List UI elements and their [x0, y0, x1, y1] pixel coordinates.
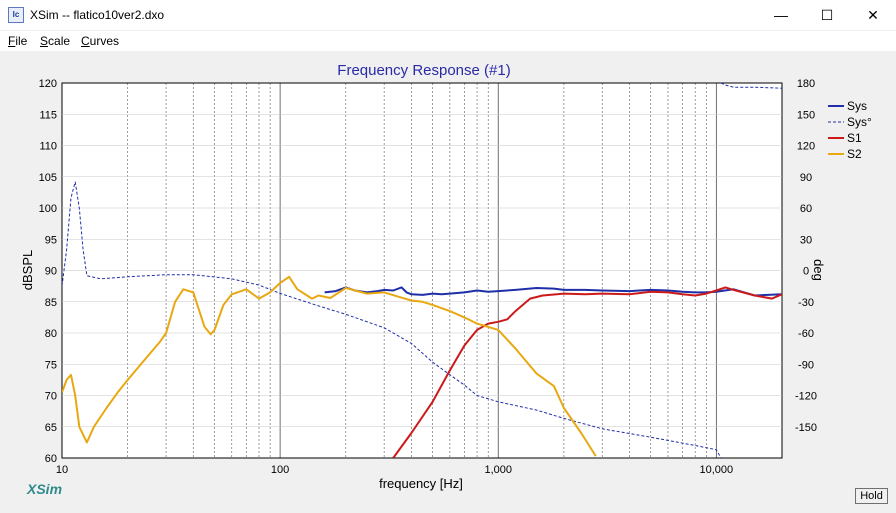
legend-label[interactable]: Sys: [847, 99, 867, 113]
x-tick-label: 10,000: [700, 464, 734, 476]
y2-tick-label: 150: [797, 109, 815, 121]
hold-button[interactable]: Hold: [855, 488, 888, 504]
x-axis-label: frequency [Hz]: [379, 476, 463, 491]
y-tick-label: 95: [45, 234, 57, 246]
y2-axis-label: deg: [811, 259, 826, 281]
y-tick-label: 120: [39, 78, 57, 90]
y2-tick-label: -60: [798, 328, 814, 340]
legend-label[interactable]: Sys°: [847, 115, 872, 129]
y2-tick-label: 60: [800, 203, 812, 215]
series-line-sys-phase: [62, 83, 782, 458]
legend-label[interactable]: S2: [847, 147, 862, 161]
minimize-icon: —: [774, 7, 788, 23]
xsim-brand-logo: XSim: [27, 481, 63, 497]
window-title: XSim -- flatico10ver2.dxo: [30, 8, 165, 22]
y-tick-label: 60: [45, 453, 57, 465]
close-button[interactable]: ✕: [850, 0, 896, 30]
chart-title: Frequency Response (#1): [337, 62, 510, 79]
y2-tick-label: 30: [800, 234, 812, 246]
menu-scale[interactable]: Scale: [40, 34, 71, 48]
y-tick-label: 70: [45, 391, 57, 403]
legend: Sys Sys° S1 S2: [828, 99, 872, 161]
x-tick-label: 10: [56, 464, 68, 476]
y2-tick-label: -30: [798, 297, 814, 309]
x-tick-label: 100: [271, 464, 289, 476]
y2-tick-label: 180: [797, 78, 815, 90]
minimize-button[interactable]: —: [758, 0, 804, 30]
x-tick-label: 1,000: [484, 464, 512, 476]
y2-tick-label: -120: [795, 391, 817, 403]
y-tick-label: 90: [45, 266, 57, 278]
y2-tick-label: 90: [800, 172, 812, 184]
y2-tick-label: -90: [798, 359, 814, 371]
series-line-sys: [324, 286, 782, 297]
chart-panel: Frequency Response (#1) 60 65 70 75 80 85 90 95…: [0, 52, 896, 508]
maximize-icon: ☐: [820, 6, 834, 23]
y-tick-label: 75: [45, 359, 57, 371]
close-icon: ✕: [867, 6, 879, 23]
series-line-s2: [62, 275, 597, 457]
title-bar: Ic XSim -- flatico10ver2.dxo — ☐ ✕: [0, 0, 896, 30]
y-tick-label: 65: [45, 422, 57, 434]
y2-tick-label: 120: [797, 141, 815, 153]
menu-bar: File Scale Curves: [0, 31, 896, 51]
maximize-button[interactable]: ☐: [804, 0, 850, 30]
y-tick-label: 105: [39, 172, 57, 184]
y-tick-label: 100: [39, 203, 57, 215]
tick-labels: 6065707580859095100105110115120-150-120-…: [39, 78, 817, 476]
series-line-s1: [392, 286, 782, 458]
y-tick-label: 110: [39, 141, 57, 153]
series-lines: [62, 83, 782, 458]
y-tick-label: 115: [39, 109, 57, 121]
menu-curves[interactable]: Curves: [81, 34, 120, 48]
frequency-response-chart: Frequency Response (#1) 60 65 70 75 80 85 90 95…: [20, 62, 872, 491]
legend-label[interactable]: S1: [847, 131, 862, 145]
y-axis-label: dBSPL: [20, 250, 35, 290]
y-tick-label: 80: [45, 328, 57, 340]
app-icon[interactable]: Ic: [8, 7, 24, 23]
y2-tick-label: -150: [795, 422, 817, 434]
menu-file[interactable]: File: [8, 34, 28, 48]
y-tick-label: 85: [45, 297, 57, 309]
y2-tick-label: 0: [803, 266, 809, 278]
